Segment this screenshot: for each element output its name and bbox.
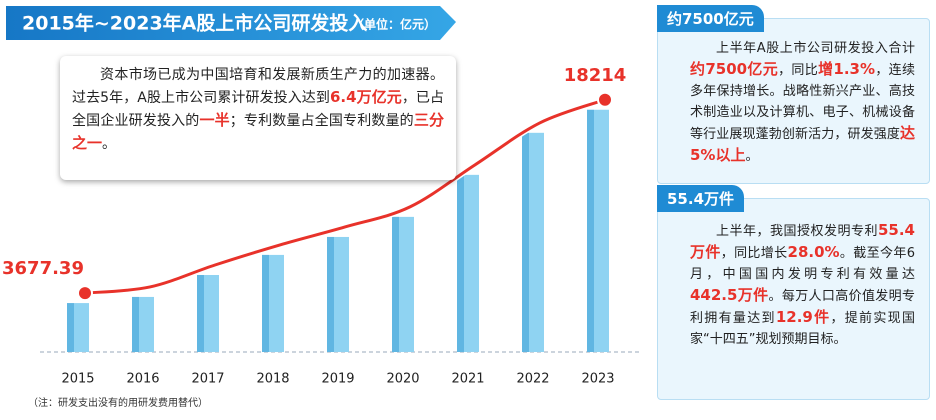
x-tick-label: 2021	[451, 372, 484, 387]
highlight-text: 增1.3%	[818, 60, 875, 78]
chart-subtitle: （单位：亿元）	[352, 17, 436, 32]
x-tick-label: 2020	[386, 372, 419, 387]
body-text: ，同比	[778, 63, 819, 78]
body-text: 资本市场已成为中国培育和发展新质生产力的加速器。过去5年，A股上市公司累计研发投…	[72, 67, 444, 106]
end-point	[597, 91, 613, 108]
trend-line	[84, 98, 606, 295]
highlight-text: 442.5万件	[690, 286, 769, 304]
body-text: ；专利数量占全国专利数量的	[229, 113, 414, 129]
bar-shade	[132, 296, 139, 352]
highlight-text: 55.4万件	[690, 221, 915, 261]
highlight-text: 达5%以上	[690, 124, 915, 164]
body-text: 上半年，我国授权发明专利	[716, 224, 878, 239]
x-tick-label: 2016	[126, 372, 159, 387]
chart-title: 2015年~2023年A股上市公司研发投入	[22, 12, 367, 35]
bar-shade	[197, 274, 204, 352]
body-text: ，连续多年保持增长。战略性新兴产业、高技术制造业以及计算机、电子、机械设备等行业…	[690, 63, 915, 142]
data-label: 3677.39	[2, 258, 84, 279]
panel-heading: 55.4万件	[657, 185, 745, 212]
body-text: ，提前实现国家“十四五”规划预期目标。	[690, 311, 915, 347]
body-text: 。	[745, 149, 759, 164]
panel-box	[657, 18, 930, 184]
bar-shade	[392, 216, 399, 352]
x-tick-label: 2017	[191, 372, 224, 387]
body-text: 。	[102, 136, 117, 152]
body-text: 。截至今年6月，中国国内发明专利有效量达	[690, 246, 915, 282]
body-text: ，同比增长	[720, 246, 788, 261]
panel-heading: 约7500亿元	[657, 5, 764, 32]
highlight-text: 12.9件	[775, 308, 831, 326]
bar-shade	[67, 303, 74, 352]
x-tick-label: 2019	[321, 372, 354, 387]
body-text: 。每万人口高价值发明专利拥有量达到	[690, 289, 915, 326]
highlight-text: 6.4万亿元	[329, 88, 402, 106]
highlight-text: 约7500亿元	[690, 60, 779, 78]
chart: 2015年~2023年A股上市公司研发投入 （单位：亿元） （注：研发支出没有的…	[2, 6, 640, 409]
bar-shade	[327, 236, 334, 352]
x-tick-label: 2015	[61, 372, 94, 387]
highlight-text: 28.0%	[787, 243, 840, 261]
x-tick-label: 2022	[516, 372, 549, 387]
body-text: ，已占全国企业研发投入的	[72, 90, 445, 129]
title-bar	[6, 6, 456, 40]
end-point	[77, 285, 93, 302]
x-tick-label: 2018	[256, 372, 289, 387]
body-text: 上半年A股上市公司研发投入合计	[716, 41, 915, 56]
x-tick-label: 2023	[581, 372, 614, 387]
footnote: （注：研发支出没有的用研发费用替代）	[28, 396, 208, 409]
highlight-text: 一半	[199, 111, 230, 129]
panel-text: 上半年A股上市公司研发投入合计约7500亿元，同比增1.3%，连续多年保持增长。…	[690, 38, 915, 167]
bar-shade	[262, 254, 269, 352]
bar-shade	[587, 109, 594, 352]
highlight-text: 三分之一	[72, 111, 445, 152]
annotation: 资本市场已成为中国培育和发展新质生产力的加速器。过去5年，A股上市公司累计研发投…	[60, 56, 456, 180]
panel-text: 上半年，我国授权发明专利55.4万件，同比增长28.0%。截至今年6月，中国国内…	[690, 220, 915, 350]
bar-shade	[522, 132, 529, 352]
data-label: 18214	[564, 65, 627, 86]
panel-box	[657, 198, 930, 400]
bar-shade	[457, 174, 464, 352]
